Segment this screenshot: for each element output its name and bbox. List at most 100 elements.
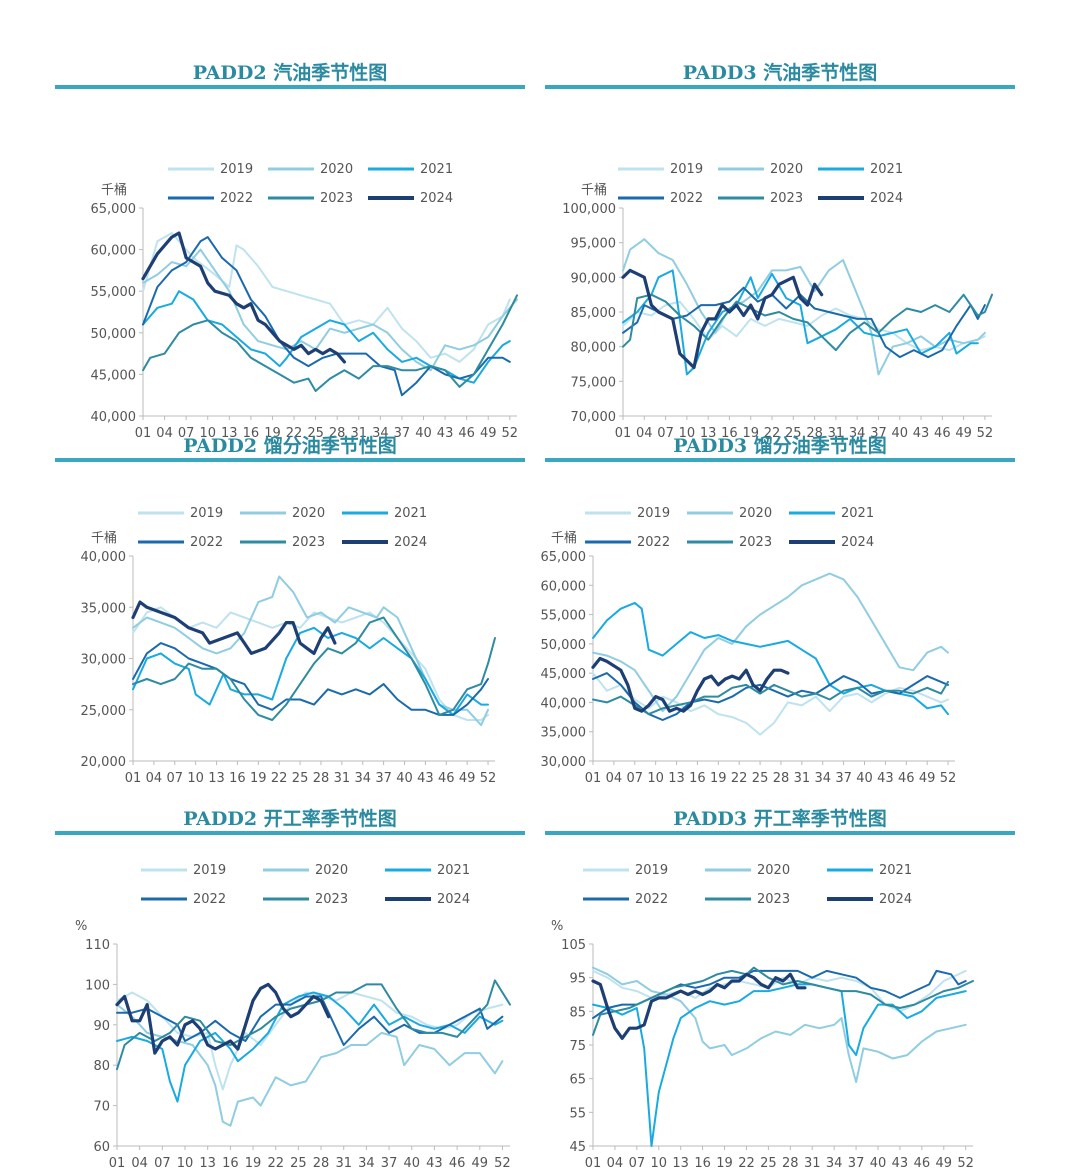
x-tick-label: 16 [229, 771, 246, 786]
x-tick-label: 52 [494, 1156, 511, 1171]
legend-label: 2021 [841, 506, 874, 521]
y-tick-label: 75,000 [571, 375, 617, 390]
x-tick-label: 19 [245, 1156, 262, 1171]
series-line-2021 [592, 983, 967, 1147]
series-line-2021 [132, 626, 489, 716]
chart-title: PADD3 汽油季节性图 [682, 62, 878, 84]
x-tick-label: 46 [438, 771, 455, 786]
y-tick-label: 60 [93, 1140, 110, 1155]
x-tick-label: 13 [208, 771, 225, 786]
series-line-2019 [116, 991, 504, 1091]
x-tick-label: 40 [856, 771, 873, 786]
x-tick-label: 28 [313, 771, 330, 786]
y-tick-label: 35,000 [81, 601, 127, 616]
x-tick-label: 40 [415, 426, 432, 441]
y-tick-label: 45 [569, 1140, 586, 1155]
legend-item-2021: 2021 [342, 506, 427, 521]
x-tick-label: 13 [221, 426, 238, 441]
x-tick-label: 07 [166, 771, 183, 786]
legend-item-2020: 2020 [240, 506, 325, 521]
y-tick-label: 90,000 [571, 271, 617, 286]
legend-label: 2022 [220, 191, 253, 206]
series-line-2021 [116, 991, 504, 1103]
legend-label: 2024 [394, 535, 427, 550]
y-tick-label: 90 [93, 1019, 110, 1034]
legend-label: 2019 [670, 162, 703, 177]
series-line-2023 [142, 294, 518, 392]
x-tick-label: 22 [267, 1156, 284, 1171]
x-tick-label: 04 [131, 1156, 148, 1171]
title-rule [55, 85, 525, 89]
y-tick-label: 55 [569, 1106, 586, 1121]
y-tick-label: 40,000 [541, 696, 587, 711]
x-tick-label: 46 [934, 426, 951, 441]
x-tick-label: 22 [286, 426, 303, 441]
x-tick-label: 46 [458, 426, 475, 441]
x-tick-label: 22 [738, 1156, 755, 1171]
title-rule [55, 458, 525, 462]
legend-label: 2024 [437, 892, 470, 907]
legend-label: 2022 [193, 892, 226, 907]
legend-label: 2021 [394, 506, 427, 521]
x-tick-label: 01 [125, 771, 142, 786]
x-tick-label: 49 [459, 771, 476, 786]
legend-item-2019: 2019 [138, 506, 223, 521]
x-tick-label: 07 [629, 1156, 646, 1171]
y-tick-label: 110 [85, 938, 110, 953]
y-unit-label: 千桶 [551, 531, 577, 546]
legend-item-2023: 2023 [705, 892, 790, 907]
x-tick-label: 52 [502, 426, 519, 441]
x-tick-label: 31 [334, 771, 351, 786]
legend-item-2022: 2022 [583, 892, 668, 907]
x-tick-label: 34 [849, 426, 866, 441]
y-tick-label: 100 [85, 978, 110, 993]
x-tick-label: 07 [178, 426, 195, 441]
series-line-2021 [142, 290, 511, 384]
series-line-2024 [621, 268, 824, 370]
y-tick-label: 70 [93, 1100, 110, 1115]
legend-label: 2022 [190, 535, 223, 550]
x-tick-label: 34 [354, 771, 371, 786]
x-tick-label: 19 [742, 426, 759, 441]
x-tick-label: 16 [222, 1156, 239, 1171]
chart-title: PADD2 开工率季节性图 [183, 808, 397, 830]
series-line-2024 [591, 972, 807, 1040]
series-line-2024 [115, 982, 331, 1055]
x-tick-label: 49 [935, 1156, 952, 1171]
x-tick-label: 01 [615, 426, 632, 441]
y-tick-label: 65,000 [541, 550, 587, 565]
series-line-2023 [592, 966, 974, 1036]
x-tick-label: 10 [199, 426, 216, 441]
x-tick-label: 22 [271, 771, 288, 786]
legend-item-2022: 2022 [141, 892, 226, 907]
legend-item-2024: 2024 [342, 535, 427, 550]
legend-label: 2019 [190, 506, 223, 521]
series-line-2022 [592, 672, 949, 721]
chart-svg: 2019 2020 2021 2022 2023 2024 千桶 30,000 35,000 40… [541, 506, 957, 786]
x-tick-label: 19 [264, 426, 281, 441]
x-tick-label: 34 [814, 771, 831, 786]
y-tick-label: 40,000 [91, 410, 137, 425]
x-tick-label: 28 [313, 1156, 330, 1171]
x-tick-label: 31 [794, 771, 811, 786]
x-tick-label: 40 [396, 771, 413, 786]
legend-item-2020: 2020 [705, 863, 790, 878]
legend-label: 2023 [739, 535, 772, 550]
x-tick-label: 04 [636, 426, 653, 441]
x-tick-label: 10 [679, 426, 696, 441]
x-tick-label: 43 [892, 1156, 909, 1171]
legend-item-2023: 2023 [268, 191, 353, 206]
legend-item-2021: 2021 [368, 162, 453, 177]
y-unit-label: 千桶 [581, 183, 607, 198]
x-tick-label: 28 [806, 426, 823, 441]
x-tick-label: 52 [480, 771, 497, 786]
panel-p2-util: PADD2 开工率季节性图 2019 2020 2021 2022 2023 2024% 6… [55, 804, 525, 1171]
x-tick-label: 37 [394, 426, 411, 441]
x-tick-label: 46 [449, 1156, 466, 1171]
series-line-2019 [622, 300, 986, 352]
x-tick-label: 52 [977, 426, 994, 441]
legend-item-2019: 2019 [168, 162, 253, 177]
legend-label: 2020 [739, 506, 772, 521]
x-tick-label: 49 [919, 771, 936, 786]
